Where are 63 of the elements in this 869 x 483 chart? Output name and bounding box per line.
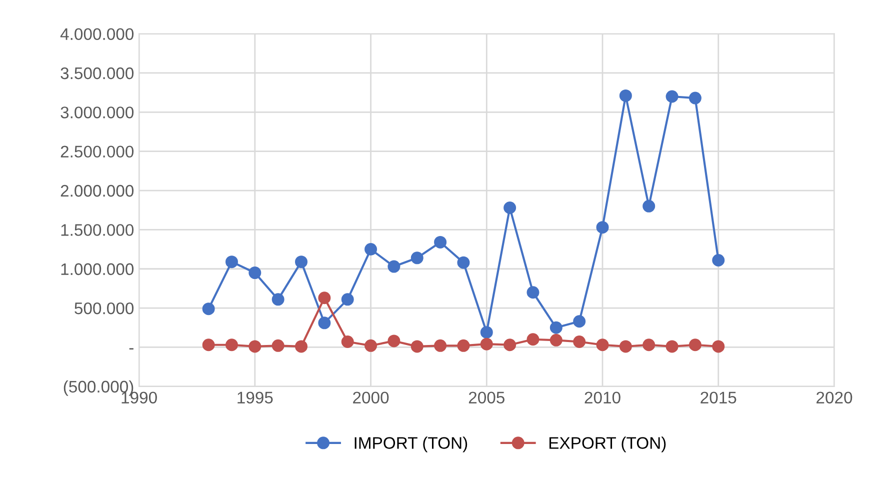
x-tick-label: 2005 [468,392,504,404]
point [364,339,378,352]
point [248,340,262,353]
point [272,293,284,306]
point [688,338,702,352]
point [341,335,354,348]
y-tick-label: 3.000.000 [60,106,134,118]
point [434,339,447,352]
point [272,339,284,352]
point [388,260,400,273]
point [295,256,308,268]
point [526,333,540,346]
point [318,316,331,330]
point [202,338,215,352]
point [480,326,493,339]
point [573,315,586,328]
point [248,266,262,280]
point [550,334,562,346]
point [457,256,470,269]
point [341,293,354,306]
point [642,200,656,212]
point [573,335,586,348]
y-tick-label: 500.000 [74,302,134,314]
x-tick-label: 2000 [353,392,389,404]
point [666,340,678,353]
point [295,340,308,353]
point [596,221,609,234]
point [526,286,540,299]
point [457,339,470,352]
point [688,92,702,104]
point [410,340,424,353]
point [642,338,656,352]
point [619,340,632,353]
y-tick-label: 2.500.000 [60,146,134,158]
point [550,321,562,334]
y-tick-label: 1.500.000 [61,224,134,236]
point [388,334,400,348]
y-tick-label: - [129,348,134,350]
point [480,338,493,350]
point [504,338,516,352]
point [202,302,215,316]
point [712,254,725,266]
point [225,338,238,352]
point [410,252,424,264]
y-tick-label: 3.500.000 [60,67,134,80]
point [619,89,632,102]
legend-label: EXPORT (TON) [549,436,666,452]
point [712,340,725,353]
point [225,256,238,268]
point [666,90,678,103]
x-tick-label: 2010 [584,392,620,404]
y-tick-label: 4.000.000 [60,28,134,40]
x-tick-label: 1995 [238,392,273,404]
point [434,236,447,248]
point [318,292,331,304]
point [504,202,516,214]
legend-label: IMPORT (TON) [354,436,468,452]
y-tick-label: 2.000.000 [60,184,134,197]
point [364,243,378,256]
x-tick-label: 2015 [700,392,736,404]
point [596,338,609,352]
y-tick-label: 1.000.000 [61,263,134,276]
x-tick-label: 2020 [816,392,852,404]
